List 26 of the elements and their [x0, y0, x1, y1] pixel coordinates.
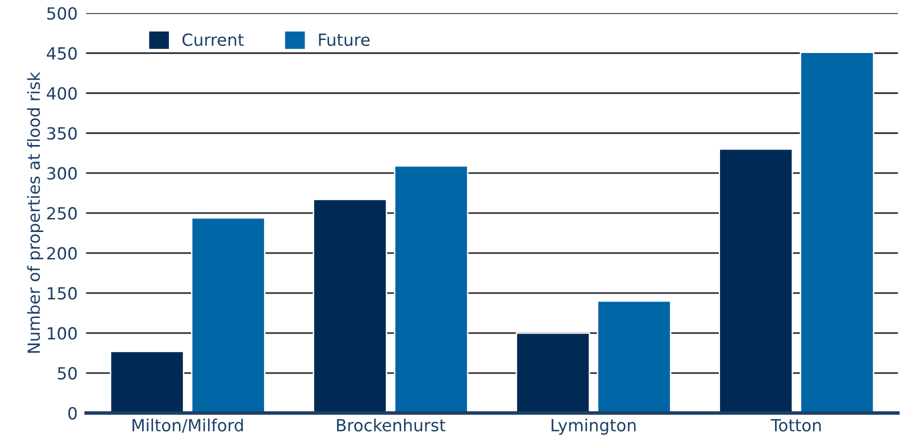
y-tick-label: 400 [46, 87, 77, 100]
y-tick-label: 350 [47, 127, 77, 140]
bar [596, 300, 672, 414]
y-tick-label: 150 [48, 287, 77, 300]
bar [516, 332, 590, 414]
legend-label: Future [319, 34, 370, 46]
x-tick-label: Milton/Milford [132, 418, 243, 433]
bar [312, 198, 388, 414]
y-axis-title: Number of properties at flood risk [27, 72, 44, 353]
bar [718, 148, 794, 414]
bar [110, 350, 184, 414]
y-tick-label: 50 [58, 367, 77, 380]
x-tick-label: Brockenhurst [337, 418, 446, 432]
y-tick-label: 500 [47, 7, 77, 20]
x-tick-label: Totton [770, 419, 821, 432]
x-tick-label: Lymington [552, 418, 636, 435]
y-tick-label: 450 [46, 47, 77, 60]
y-tick-label: 250 [47, 207, 77, 220]
legend-label: Current [182, 33, 244, 46]
bar [800, 52, 874, 414]
y-tick-label: 200 [47, 247, 77, 260]
bar [394, 165, 468, 414]
y-tick-label: 0 [68, 406, 77, 420]
bar [191, 217, 266, 414]
y-tick-label: 300 [47, 167, 77, 180]
y-tick-label: 100 [48, 327, 77, 340]
